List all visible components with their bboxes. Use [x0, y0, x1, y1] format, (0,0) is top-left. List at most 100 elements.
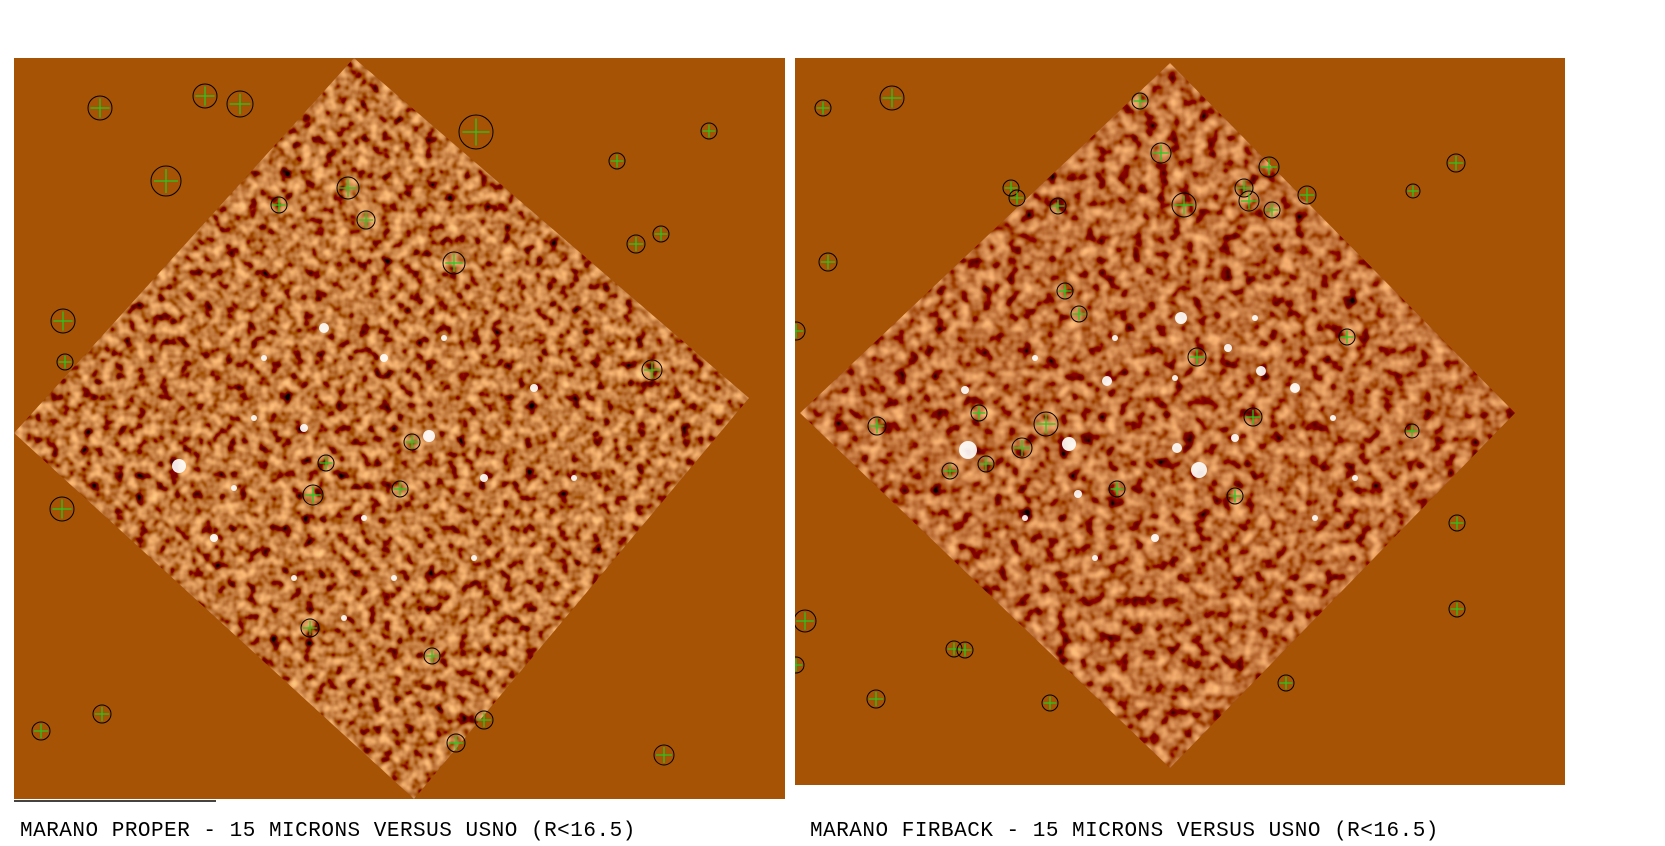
catalog-marker	[336, 176, 360, 200]
catalog-markers-left	[31, 83, 718, 766]
catalog-marker	[626, 234, 646, 254]
bright-source	[1074, 490, 1082, 498]
catalog-marker	[458, 114, 494, 150]
catalog-marker	[317, 454, 335, 472]
catalog-marker	[1070, 305, 1088, 323]
catalog-marker	[970, 404, 988, 422]
catalog-marker	[795, 656, 805, 674]
bright-source	[1252, 315, 1258, 321]
bright-source	[251, 415, 257, 421]
bright-source	[1312, 515, 1318, 521]
bright-source	[1191, 462, 1207, 478]
bright-source	[1112, 335, 1118, 341]
catalog-marker	[1258, 156, 1280, 178]
marano-firback-map	[795, 63, 1515, 768]
catalog-marker	[866, 689, 886, 709]
catalog-marker	[1056, 282, 1074, 300]
catalog-marker	[814, 99, 832, 117]
catalog-marker	[1008, 189, 1026, 207]
catalog-marker	[1448, 600, 1466, 618]
bright-source	[961, 386, 969, 394]
bright-source	[391, 575, 397, 581]
bright-source	[1256, 366, 1266, 376]
catalog-marker	[1243, 407, 1263, 427]
catalog-marker	[795, 321, 806, 341]
bright-source	[571, 475, 577, 481]
bright-source	[1172, 375, 1178, 381]
bright-source	[261, 355, 267, 361]
bright-source	[1330, 415, 1336, 421]
catalog-marker	[391, 480, 409, 498]
catalog-marker	[818, 252, 838, 272]
catalog-marker	[641, 359, 663, 381]
catalog-marker	[50, 308, 76, 334]
catalog-marker	[300, 618, 320, 638]
catalog-marker	[1446, 153, 1466, 173]
bright-source	[1151, 534, 1159, 542]
bright-source	[1224, 344, 1232, 352]
catalog-marker	[403, 433, 421, 451]
catalog-marker	[192, 83, 218, 109]
catalog-marker	[879, 85, 905, 111]
bright-source	[471, 555, 477, 561]
catalog-marker	[56, 353, 74, 371]
catalog-marker	[608, 152, 626, 170]
bright-source	[291, 575, 297, 581]
bright-source	[480, 474, 488, 482]
bright-source	[361, 515, 367, 521]
catalog-marker	[1108, 480, 1126, 498]
catalog-marker	[92, 704, 112, 724]
catalog-marker	[474, 710, 494, 730]
catalog-marker	[1187, 347, 1207, 367]
catalog-marker	[446, 733, 466, 753]
catalog-marker	[150, 165, 182, 197]
catalog-marker	[700, 122, 718, 140]
bright-source	[423, 430, 435, 442]
catalog-marker	[956, 641, 974, 659]
catalog-marker	[1234, 178, 1254, 198]
bright-source	[959, 441, 977, 459]
bright-source	[172, 459, 186, 473]
bright-source	[300, 424, 308, 432]
bright-sources-right	[959, 312, 1358, 561]
catalog-marker	[442, 251, 466, 275]
catalog-marker	[941, 462, 959, 480]
catalog-marker	[31, 721, 51, 741]
catalog-marker	[1448, 514, 1466, 532]
catalog-marker	[1226, 487, 1244, 505]
catalog-marker	[1297, 185, 1317, 205]
catalog-marker	[1171, 192, 1197, 218]
catalog-marker	[1405, 183, 1421, 199]
bright-source	[1352, 475, 1358, 481]
catalog-marker	[1131, 92, 1149, 110]
catalog-marker	[87, 95, 113, 121]
bright-source	[341, 615, 347, 621]
catalog-marker	[1404, 423, 1420, 439]
scale-bar	[14, 800, 216, 802]
catalog-marker	[1277, 674, 1295, 692]
bright-source	[530, 384, 538, 392]
catalog-marker	[1338, 328, 1356, 346]
catalog-marker	[1049, 197, 1067, 215]
catalog-marker	[1041, 694, 1059, 712]
bright-source	[319, 323, 329, 333]
bright-source	[1062, 437, 1076, 451]
catalog-marker	[356, 210, 376, 230]
bright-sources-left	[172, 323, 577, 621]
catalog-marker	[302, 484, 324, 506]
bright-source	[1032, 355, 1038, 361]
catalog-marker	[977, 455, 995, 473]
caption-marano-firback: MARANO FIRBACK - 15 MICRONS VERSUS USNO …	[810, 820, 1439, 843]
catalog-marker	[652, 225, 670, 243]
catalog-marker	[1238, 190, 1260, 212]
bright-source	[210, 534, 218, 542]
catalog-marker	[1011, 437, 1033, 459]
catalog-marker	[1263, 201, 1281, 219]
bright-source	[1175, 312, 1187, 324]
catalog-marker	[1150, 142, 1172, 164]
catalog-marker	[653, 744, 675, 766]
bright-source	[1172, 443, 1182, 453]
catalog-marker	[270, 196, 288, 214]
catalog-markers-right	[795, 85, 1466, 712]
bright-source	[1231, 434, 1239, 442]
